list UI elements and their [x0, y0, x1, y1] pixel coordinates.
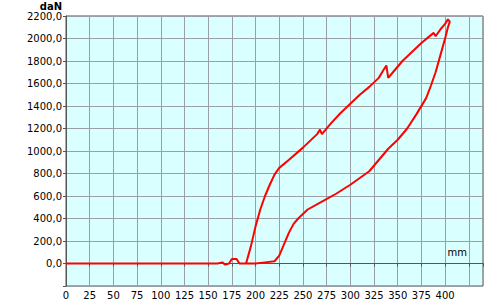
- svg-text:1000,0: 1000,0: [27, 146, 62, 157]
- svg-text:1800,0: 1800,0: [27, 56, 62, 67]
- svg-text:0,0: 0,0: [46, 258, 62, 269]
- svg-text:0: 0: [63, 290, 69, 301]
- svg-text:1400,0: 1400,0: [27, 101, 62, 112]
- svg-text:100: 100: [151, 290, 170, 301]
- svg-text:daN: daN: [39, 0, 62, 12]
- svg-text:600,0: 600,0: [33, 191, 62, 202]
- svg-text:50: 50: [107, 290, 120, 301]
- svg-text:375: 375: [412, 290, 431, 301]
- svg-text:400,0: 400,0: [33, 213, 62, 224]
- svg-text:200,0: 200,0: [33, 236, 62, 247]
- svg-text:1200,0: 1200,0: [27, 123, 62, 134]
- svg-text:325: 325: [364, 290, 383, 301]
- svg-text:275: 275: [317, 290, 336, 301]
- svg-text:250: 250: [293, 290, 312, 301]
- svg-text:125: 125: [175, 290, 194, 301]
- svg-text:75: 75: [131, 290, 144, 301]
- svg-text:2000,0: 2000,0: [27, 33, 62, 44]
- svg-text:300: 300: [341, 290, 360, 301]
- svg-text:2200,0: 2200,0: [27, 11, 62, 22]
- svg-text:150: 150: [199, 290, 218, 301]
- svg-text:mm: mm: [448, 247, 467, 258]
- svg-text:200: 200: [246, 290, 265, 301]
- svg-text:175: 175: [222, 290, 241, 301]
- svg-text:400: 400: [436, 290, 455, 301]
- svg-text:25: 25: [83, 290, 96, 301]
- svg-text:1600,0: 1600,0: [27, 78, 62, 89]
- svg-text:225: 225: [270, 290, 289, 301]
- svg-text:800,0: 800,0: [33, 168, 62, 179]
- svg-text:350: 350: [388, 290, 407, 301]
